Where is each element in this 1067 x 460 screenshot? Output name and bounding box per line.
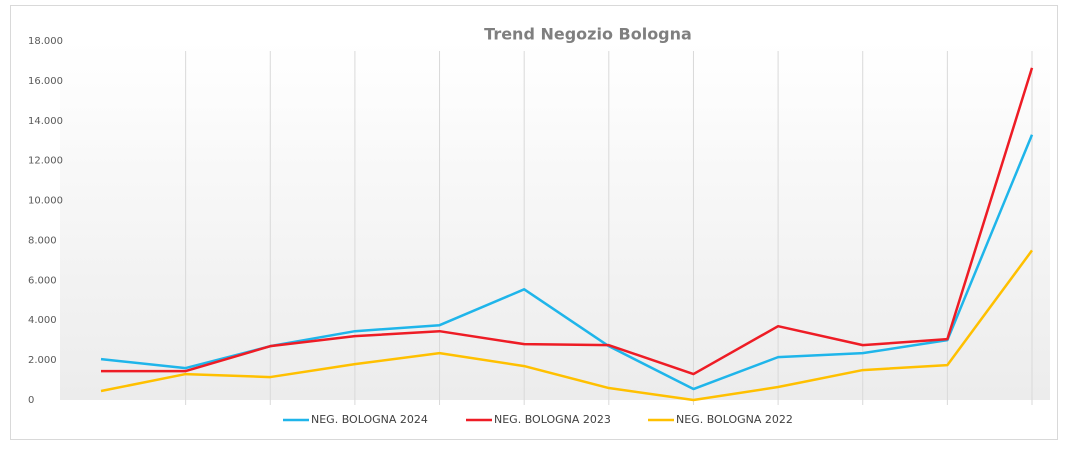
legend-label: NEG. BOLOGNA 2022 <box>676 413 793 426</box>
y-tick-label: 6.000 <box>28 275 57 286</box>
legend-label: NEG. BOLOGNA 2024 <box>311 413 428 426</box>
chart-title: Trend Negozio Bologna <box>484 25 692 44</box>
y-tick-label: 2.000 <box>28 355 57 366</box>
y-tick-label: 12.000 <box>28 156 63 167</box>
y-tick-label: 10.000 <box>28 196 63 207</box>
y-tick-label: 8.000 <box>28 235 57 246</box>
plot-area <box>60 41 1050 400</box>
series-line <box>101 67 1034 376</box>
y-tick-label: 16.000 <box>28 76 63 87</box>
y-tick-label: 4.000 <box>28 315 57 326</box>
y-tick-label: 14.000 <box>28 116 63 127</box>
y-tick-label: 18.000 <box>28 36 63 47</box>
legend-label: NEG. BOLOGNA 2023 <box>494 413 611 426</box>
series-line <box>100 249 1034 402</box>
y-tick-label: 0 <box>28 395 34 406</box>
